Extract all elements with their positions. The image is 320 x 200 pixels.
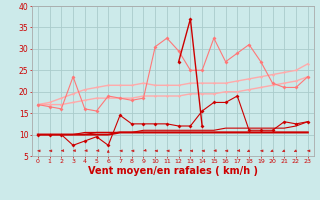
X-axis label: Vent moyen/en rafales ( km/h ): Vent moyen/en rafales ( km/h ) bbox=[88, 166, 258, 176]
